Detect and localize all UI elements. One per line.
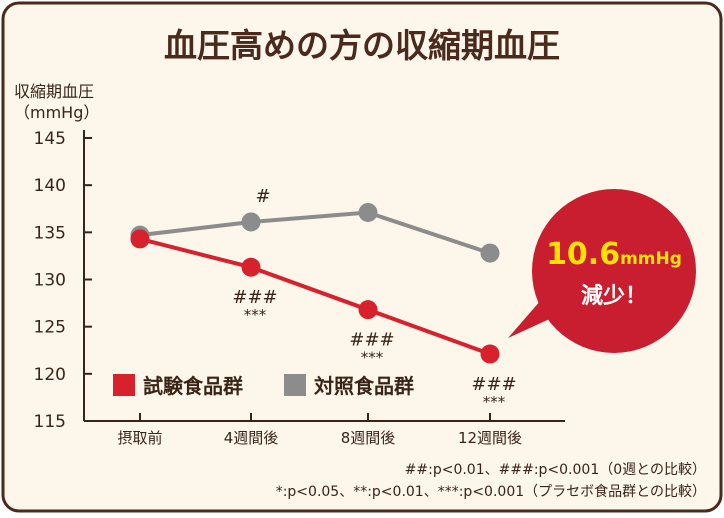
series-line-control [139,210,491,255]
significance-mark-bottom: *** [483,393,506,411]
significance-mark-top: # [255,186,270,207]
data-point-test [358,300,378,320]
series-layer [130,203,500,364]
y-tick-label: 130 [34,271,66,291]
y-axis-ticks: 115 120 125 130 135 140 145 [34,129,92,432]
x-tick-label: 摂取前 [117,429,162,447]
data-point-test [480,344,500,364]
callout-value: 10.6 [546,237,620,272]
data-point-test [130,229,150,249]
callout-unit: mmHg [620,249,682,269]
data-point-test [241,257,261,277]
x-tick-label: 12週間後 [458,429,522,447]
significance-mark-top: ### [349,330,394,351]
significance-mark-bottom: *** [244,306,267,324]
y-tick-label: 120 [34,365,66,385]
series-line-test [139,236,491,356]
y-tick-label: 125 [34,318,66,338]
legend-swatch-control [284,374,306,396]
data-point-control [358,203,378,223]
significance-marks: ###***###***###***# [232,186,516,411]
footnote-asterisk: *:p<0.05、**:p<0.01、***:p<0.001（プラセボ食品群との… [276,483,706,500]
x-tick-label: 4週間後 [224,429,279,447]
y-tick-label: 115 [34,412,66,432]
chart-title: 血圧高めの方の収縮期血圧 [164,26,560,65]
y-axis-label: 収縮期血圧 [14,82,94,101]
y-tick-label: 145 [34,129,66,149]
significance-mark-top: ### [232,287,277,308]
significance-mark-top: ### [471,374,516,395]
legend-swatch-test [113,374,135,396]
x-tick-label: 8週間後 [341,429,396,447]
callout-amount: 10.6mmHg [546,237,682,272]
data-point-control [241,212,261,232]
footnote-hash: ##:p<0.01、###:p<0.001（0週との比較） [405,462,706,478]
y-axis-unit: （mmHg） [14,103,99,122]
callout-label: 減少！ [581,284,647,309]
x-axis-ticks: 摂取前 4週間後 8週間後 12週間後 [117,413,522,447]
legend-label-control: 対照食品群 [313,374,414,398]
y-tick-label: 135 [34,223,66,243]
legend: 試験食品群 対照食品群 [113,374,414,398]
legend-label-test: 試験食品群 [143,374,243,398]
data-point-control [480,243,500,263]
callout-bubble [532,189,696,353]
reduction-callout: 10.6mmHg 減少！ [508,189,696,353]
significance-mark-bottom: *** [361,349,384,367]
y-tick-label: 140 [34,176,66,196]
